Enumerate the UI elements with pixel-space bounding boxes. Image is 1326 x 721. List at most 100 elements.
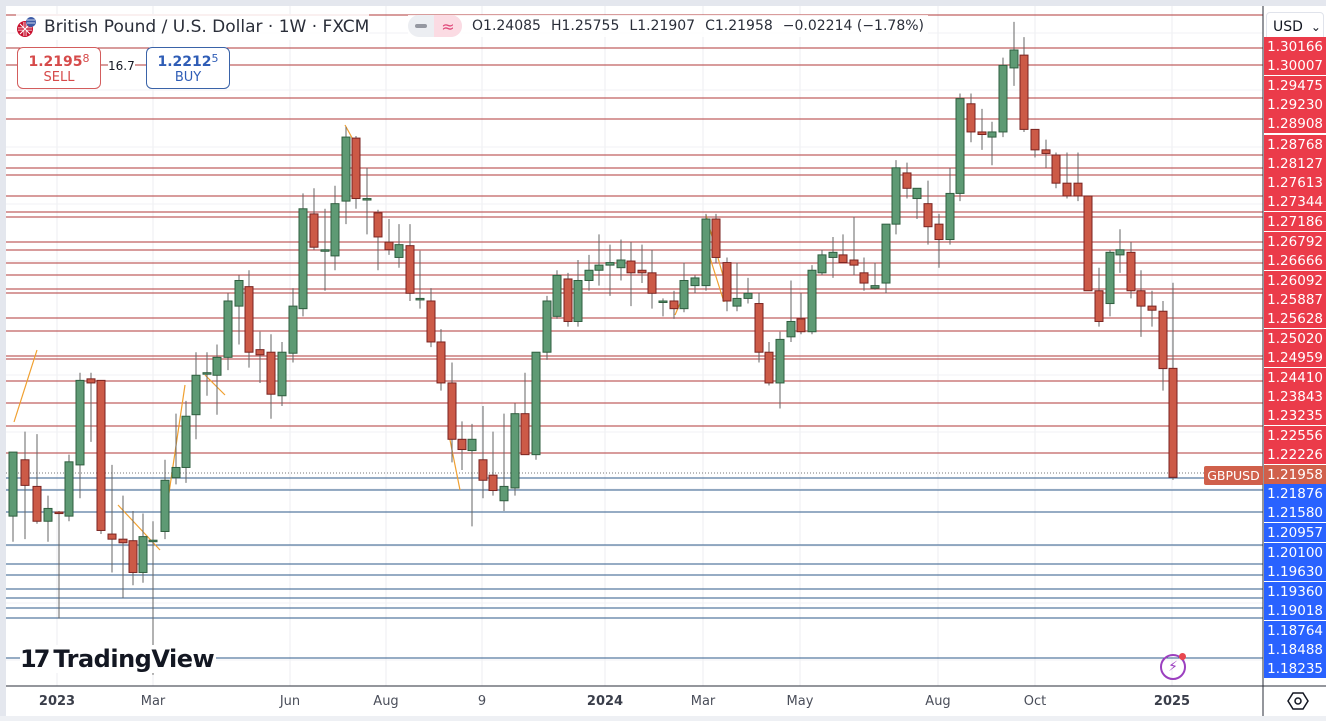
candle — [722, 262, 732, 302]
wave-icon[interactable]: ≈ — [434, 15, 462, 37]
candle — [128, 540, 138, 573]
candle — [171, 466, 181, 479]
gbp-usd-flag-icon — [16, 16, 38, 38]
bottom-border — [0, 716, 1326, 721]
candle — [594, 264, 604, 271]
candle — [277, 351, 287, 397]
candle — [647, 272, 657, 294]
candle — [902, 172, 912, 189]
candle — [1062, 182, 1072, 197]
price-axis-label: 1.27613 — [1264, 173, 1326, 192]
candle — [244, 286, 254, 353]
candle — [86, 378, 96, 384]
candle — [764, 351, 774, 384]
price-axis-label: 1.27186 — [1264, 212, 1326, 231]
price-axis-label: 1.18488 — [1264, 640, 1326, 659]
buy-button[interactable]: 1.22125 BUY — [146, 47, 230, 89]
candle — [998, 64, 1008, 133]
candle — [573, 279, 583, 322]
candle — [552, 274, 562, 317]
candle — [923, 203, 933, 228]
candle — [605, 262, 615, 266]
price-axis-label: 1.26092 — [1264, 271, 1326, 290]
candle — [891, 167, 901, 225]
price-axis-label: 1.29475 — [1264, 76, 1326, 95]
candle — [191, 374, 201, 416]
indicator-pill[interactable]: ≈ — [408, 15, 462, 37]
candle — [679, 279, 689, 310]
price-axis-label: 1.19360 — [1264, 582, 1326, 601]
symbol-title[interactable]: British Pound / U.S. Dollar · 1W · FXCM — [16, 14, 370, 40]
price-axis-label: 1.24410 — [1264, 368, 1326, 387]
candle — [584, 269, 594, 281]
sell-label: SELL — [43, 69, 75, 85]
candle — [754, 303, 764, 353]
ohlc-legend: ≈ O1.24085 H1.25755 L1.21907 C1.21958 −0… — [408, 15, 928, 37]
candle — [658, 300, 668, 303]
settings-icon[interactable] — [1287, 690, 1309, 712]
candle — [499, 485, 509, 502]
candle — [148, 539, 158, 543]
price-axis-label: 1.25020 — [1264, 329, 1326, 348]
time-axis-label: May — [786, 694, 814, 709]
candle — [955, 98, 965, 194]
candle — [859, 272, 869, 284]
candle — [202, 372, 212, 375]
sell-button[interactable]: 1.21958 SELL — [17, 47, 101, 89]
time-axis-label: Mar — [140, 694, 166, 709]
candle — [1019, 54, 1029, 130]
candle — [977, 131, 987, 136]
price-axis-label: 1.21958 — [1264, 465, 1326, 484]
price-axis-label: 1.27344 — [1264, 192, 1326, 211]
candle — [467, 438, 477, 452]
minus-icon[interactable] — [408, 24, 434, 28]
candle — [1083, 195, 1093, 292]
candle — [520, 413, 530, 456]
top-border — [0, 0, 1326, 6]
candle — [881, 223, 891, 284]
candle — [828, 251, 838, 258]
candle — [394, 244, 404, 258]
candle — [107, 533, 117, 540]
ohlc-change: −0.02214 (−1.78%) — [782, 18, 924, 34]
candle — [426, 300, 436, 343]
tradingview-logo[interactable]: 17 TradingView — [20, 645, 217, 673]
candle — [743, 292, 753, 299]
time-axis-label: Aug — [373, 694, 399, 709]
candle — [320, 249, 330, 252]
price-axis-label: 1.30007 — [1264, 56, 1326, 75]
candle — [54, 511, 64, 515]
price-axis-label: 1.25887 — [1264, 290, 1326, 309]
candle — [870, 285, 880, 289]
candle — [118, 538, 128, 544]
candle — [563, 278, 573, 322]
symbol-price-tag: GBPUSD — [1204, 466, 1263, 485]
price-axis-label: 1.20957 — [1264, 523, 1326, 542]
price-axis-label: 1.21580 — [1264, 503, 1326, 522]
price-axis-label: 1.24959 — [1264, 348, 1326, 367]
time-axis-label: 9 — [477, 694, 487, 709]
time-axis-label: 2024 — [586, 694, 624, 709]
lightning-icon[interactable]: ⚡ — [1160, 654, 1186, 680]
ohlc-low: L1.21907 — [629, 18, 696, 34]
candle — [309, 213, 319, 248]
candle — [212, 356, 222, 376]
price-axis-label: 1.18764 — [1264, 621, 1326, 640]
candle — [775, 338, 785, 384]
price-axis-label: 1.28127 — [1264, 154, 1326, 173]
candle — [786, 320, 796, 338]
time-axis-label: Jun — [279, 694, 301, 709]
price-axis-label: 1.19018 — [1264, 601, 1326, 620]
candle — [1136, 290, 1146, 307]
candle — [75, 379, 85, 466]
tradingview-logo-icon: 17 — [20, 645, 50, 673]
buy-label: BUY — [174, 69, 202, 85]
candle — [542, 300, 552, 353]
candle — [223, 300, 233, 358]
candle — [945, 192, 955, 241]
candle — [637, 269, 647, 274]
candle — [43, 507, 53, 522]
candle — [181, 415, 191, 468]
candle — [510, 413, 520, 489]
